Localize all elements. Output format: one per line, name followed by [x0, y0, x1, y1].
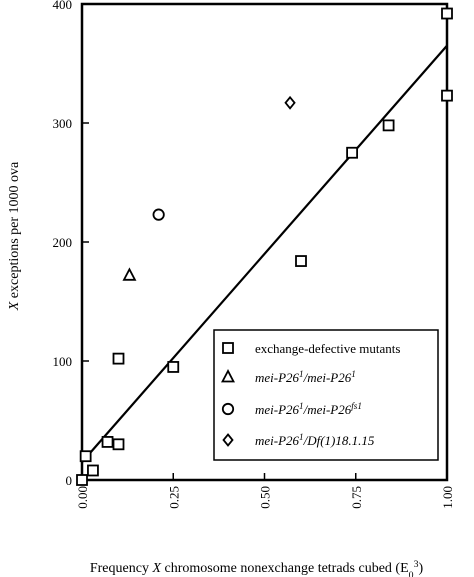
- square-data-point: [295, 255, 307, 267]
- x-tick-label: 1.00: [440, 486, 455, 509]
- y-tick-label: 0: [66, 473, 73, 488]
- x-tick-label: 0.50: [258, 486, 273, 509]
- y-axis-label: X exceptions per 1000 ova: [7, 161, 22, 311]
- square-data-point: [87, 464, 99, 477]
- x-axis-ticks: 0.00 0.25 0.50 0.75 1.00: [75, 473, 455, 509]
- legend-square-marker: [222, 342, 234, 354]
- square-data-point: [101, 436, 114, 448]
- y-tick-label: 400: [53, 0, 73, 12]
- x-tick-label: 0.00: [75, 486, 90, 509]
- y-tick-label: 300: [53, 116, 73, 131]
- diamond-data-point: [284, 95, 296, 110]
- y-tick-label: 200: [53, 235, 73, 250]
- square-data-point: [441, 89, 453, 102]
- square-data-point: [79, 450, 92, 463]
- square-data-point: [112, 438, 125, 451]
- legend-entry-label: mei-P261/mei-P26fs1: [255, 401, 362, 417]
- y-tick-label: 100: [53, 354, 73, 369]
- legend: exchange-defective mutants mei-P261/mei-P…: [213, 329, 439, 461]
- legend-circle-marker: [221, 402, 235, 416]
- legend-triangle-marker: [221, 369, 235, 383]
- legend-entry-label: mei-P261/Df(1)18.1.15: [255, 432, 375, 448]
- legend-entry-label: exchange-defective mutants: [255, 341, 400, 356]
- data-points: [76, 7, 453, 486]
- square-data-point: [441, 7, 453, 20]
- legend-diamond-marker: [222, 433, 234, 447]
- square-data-point: [167, 361, 180, 373]
- square-data-point: [382, 119, 395, 132]
- triangle-data-point: [122, 267, 137, 281]
- x-tick-label: 0.25: [166, 486, 181, 509]
- x-tick-label: 0.75: [349, 486, 364, 509]
- y-axis-ticks: 0 100 200 300 400: [53, 0, 89, 488]
- legend-box: [213, 329, 439, 461]
- square-data-point: [112, 352, 125, 365]
- circle-data-point: [152, 208, 165, 221]
- regression-line-group: [81, 44, 448, 463]
- legend-entry-label: mei-P261/mei-P261: [255, 369, 356, 385]
- square-data-point: [346, 146, 359, 159]
- x-axis-label: Frequency X chromosome nonexchange tetra…: [90, 559, 424, 577]
- regression-line: [81, 44, 448, 463]
- square-data-point: [76, 474, 88, 486]
